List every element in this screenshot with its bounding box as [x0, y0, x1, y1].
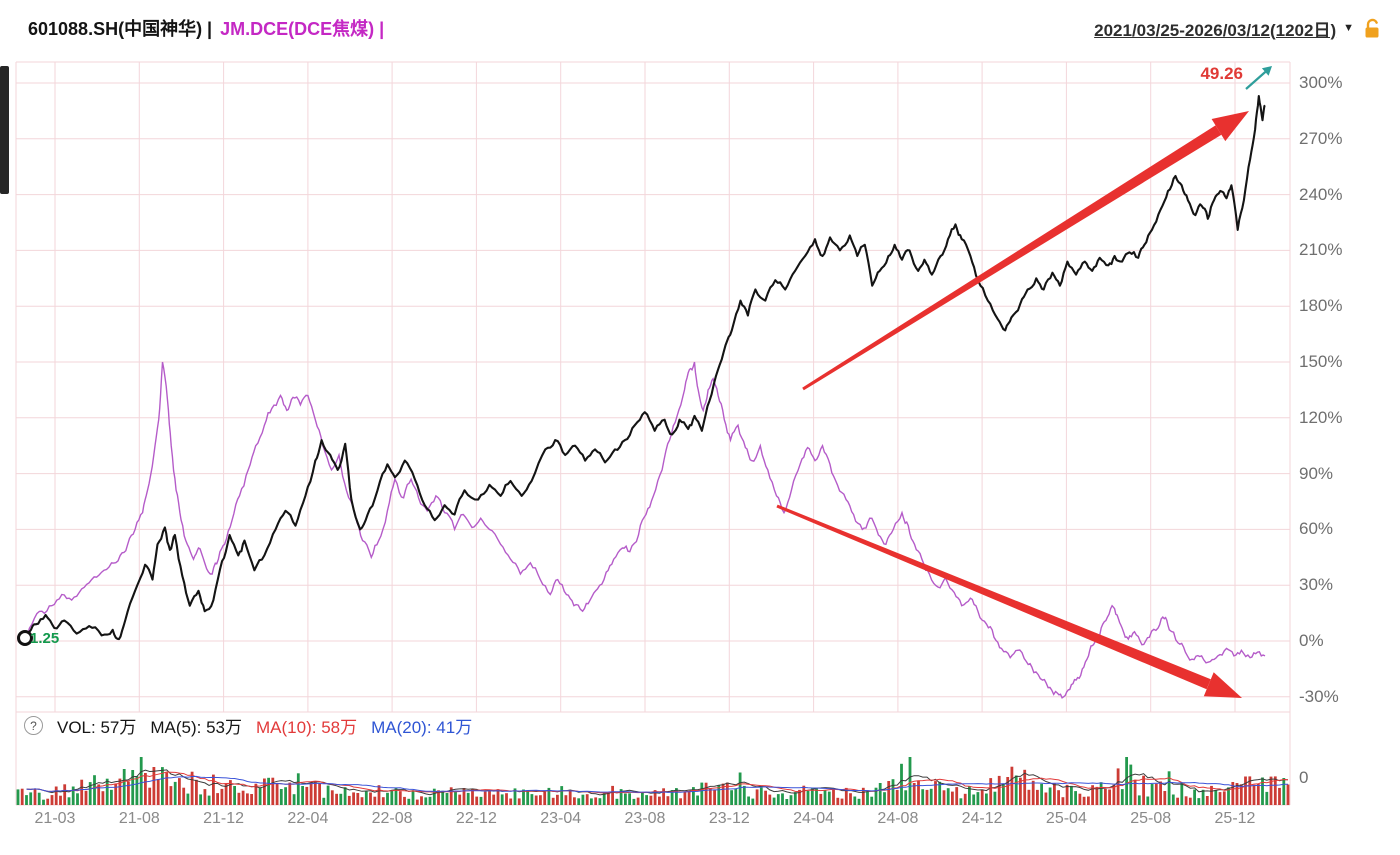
start-price-annotation: 1.25	[30, 630, 60, 647]
x-axis-label: 21-08	[118, 810, 160, 827]
left-scrollbar[interactable]	[0, 66, 9, 194]
x-axis-label: 25-12	[1214, 810, 1256, 827]
x-axis-label: 24-08	[877, 810, 919, 827]
x-axis-label: 23-08	[624, 810, 666, 827]
series-start-marker	[17, 630, 33, 646]
symbol-group: 601088.SH(中国神华) | JM.DCE(DCE焦煤) |	[28, 15, 384, 41]
x-axis: 21-03 21-08 21-12 22-04 22-08 22-12 23-04 23-08…	[0, 810, 1400, 836]
volume-ma20-line	[26, 775, 1289, 793]
pointer-arrow[interactable]	[1245, 66, 1272, 90]
symbol-label[interactable]: 601088.SH(中国神华) |	[28, 19, 213, 39]
x-axis-label: 22-08	[371, 810, 413, 827]
x-axis-label: 23-12	[708, 810, 750, 827]
date-range-label[interactable]: 2021/03/25-2026/03/12(1202日)	[1094, 20, 1337, 40]
volume-ma10-line	[26, 771, 1289, 794]
trend-arrow-down[interactable]	[776, 504, 1242, 698]
x-axis-label: 24-04	[793, 810, 835, 827]
ma20-value: MA(20): 41万	[371, 718, 473, 737]
x-axis-label: 24-12	[961, 810, 1003, 827]
grid	[15, 61, 1291, 806]
ma5-value: MA(5): 53万	[150, 718, 243, 737]
x-axis-label: 22-04	[287, 810, 329, 827]
chart-header: 601088.SH(中国神华) | JM.DCE(DCE焦煤) | 2021/0…	[0, 0, 1400, 56]
date-range-selector[interactable]: 2021/03/25-2026/03/12(1202日) ▼	[1094, 16, 1382, 41]
trend-arrow-up[interactable]	[802, 111, 1249, 391]
last-price-annotation: 49.26	[1200, 64, 1243, 83]
volume-axis-zero: 0	[1299, 768, 1309, 787]
volume-legend: ? VOL: 57万 MA(5): 53万 MA(10): 58万 MA(20)…	[24, 713, 472, 738]
x-axis-label: 22-12	[455, 810, 497, 827]
x-axis-label: 21-03	[34, 810, 76, 827]
x-axis-label: 25-04	[1045, 810, 1087, 827]
series-compare-line	[21, 361, 1266, 699]
compare-symbol-label[interactable]: JM.DCE(DCE焦煤) |	[220, 19, 385, 39]
vol-value: VOL: 57万	[57, 718, 137, 737]
x-axis-label: 21-12	[203, 810, 245, 827]
volume-bars	[16, 757, 1290, 805]
chevron-down-icon[interactable]: ▼	[1343, 21, 1354, 34]
x-axis-label: 23-04	[540, 810, 582, 827]
ma10-value: MA(10): 58万	[256, 718, 358, 737]
help-icon[interactable]: ?	[24, 716, 43, 735]
unlock-icon[interactable]	[1363, 18, 1382, 39]
x-axis-label: 25-08	[1130, 810, 1172, 827]
series-main-line	[21, 94, 1266, 642]
